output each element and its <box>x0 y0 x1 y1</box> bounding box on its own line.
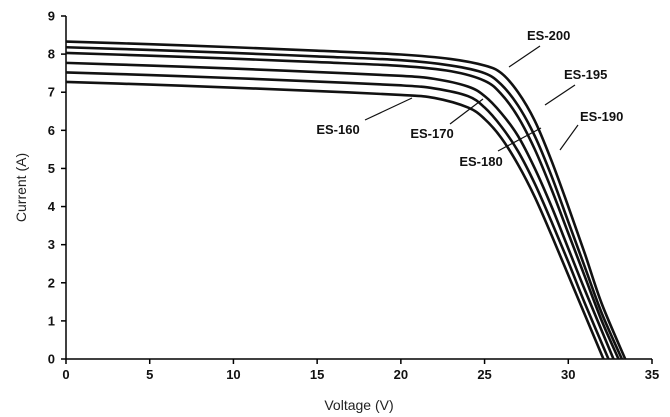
curve-label-es-195: ES-195 <box>564 67 607 82</box>
y-tick-label: 8 <box>48 47 55 62</box>
x-tick-label: 25 <box>477 367 491 382</box>
curve-label-es-160: ES-160 <box>316 122 359 137</box>
curve-label-es-170: ES-170 <box>410 126 453 141</box>
y-tick-label: 1 <box>48 313 55 328</box>
x-ticks: 0 5 10 15 20 25 30 35 <box>62 359 659 382</box>
y-tick-label: 4 <box>48 199 56 214</box>
y-tick-label: 0 <box>48 352 55 367</box>
y-tick-label: 7 <box>48 85 55 100</box>
leader-line-es-170 <box>449 98 484 125</box>
curve-label-es-180: ES-180 <box>459 154 502 169</box>
series-line-es-180 <box>65 61 615 360</box>
x-tick-label: 35 <box>645 367 659 382</box>
leader-line-es-195 <box>544 84 576 106</box>
leader-line-es-180 <box>497 127 542 152</box>
leader-line-es-200 <box>508 45 541 68</box>
x-tick-label: 20 <box>394 367 408 382</box>
x-axis-title: Voltage (V) <box>324 397 393 413</box>
leader-line-es-160 <box>364 97 413 121</box>
curve-labels: ES-160 ES-170 ES-180 ES-190 ES-195 ES-200 <box>316 28 623 169</box>
x-tick-label: 5 <box>146 367 153 382</box>
curve-label-es-190: ES-190 <box>580 109 623 124</box>
x-tick-label: 30 <box>561 367 575 382</box>
y-tick-label: 2 <box>48 275 55 290</box>
y-tick-label: 9 <box>48 9 55 24</box>
x-tick-label: 10 <box>226 367 240 382</box>
x-tick-label: 0 <box>62 367 69 382</box>
curve-label-es-200: ES-200 <box>527 28 570 43</box>
series-line-es-190 <box>65 51 620 360</box>
y-tick-label: 3 <box>48 237 55 252</box>
y-tick-label: 6 <box>48 123 55 138</box>
y-axis-title: Current (A) <box>13 153 29 222</box>
series-line-es-160 <box>65 80 605 360</box>
series-line-es-200 <box>65 40 627 360</box>
leader-line-es-190 <box>559 124 579 151</box>
series-line-es-195 <box>65 45 624 360</box>
y-ticks: 0 1 2 3 4 5 6 7 8 9 <box>48 9 66 367</box>
series-line-es-170 <box>65 71 610 360</box>
curves <box>65 40 627 360</box>
x-tick-label: 15 <box>310 367 324 382</box>
y-tick-label: 5 <box>48 161 55 176</box>
